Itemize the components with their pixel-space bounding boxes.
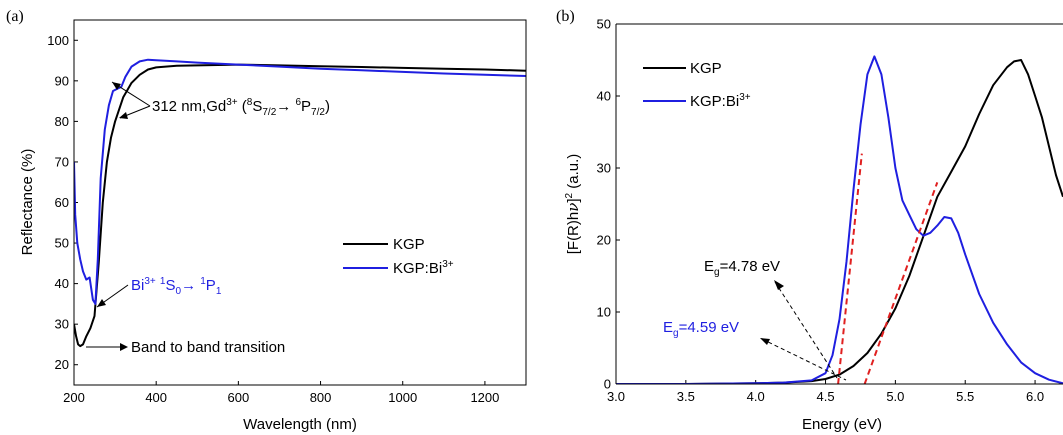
- panel-a-ticks: 200 400 600 800 1000 1200 20 30 40 50 60 70 80 90 100: [47, 33, 499, 405]
- panel-b-xlabel: Energy (eV): [802, 416, 882, 433]
- legend-b-kgpbi-label: KGP:Bi3+: [690, 92, 751, 110]
- x-tick-label: 3.0: [607, 389, 625, 404]
- annotation-bi: Bi3+ 1S0→ 1P1: [96, 276, 222, 308]
- panel-a-ylabel: Reflectance (%): [19, 149, 36, 256]
- band-annotation-text: Band to band transition: [131, 339, 285, 356]
- fit-line-bi: [837, 153, 863, 385]
- eg-kgp-arrowhead: [774, 280, 784, 290]
- annotation-eg-kgp: Eg=4.78 eV: [704, 258, 838, 379]
- x-tick-label: 200: [63, 390, 85, 405]
- y-tick-label: 10: [597, 305, 611, 320]
- y-tick-label: 20: [55, 357, 69, 372]
- y-tick-label: 40: [597, 89, 611, 104]
- panel-b-ticks: 3.0 3.5 4.0 4.5 5.0 5.5 6.0 0 10 20 30 40 50: [597, 17, 1045, 405]
- x-tick-label: 6.0: [1026, 389, 1044, 404]
- x-tick-label: 4.0: [747, 389, 765, 404]
- series-line-kgp: [616, 59, 1063, 384]
- panel-b-series: [616, 55, 1063, 385]
- x-tick-label: 400: [145, 390, 167, 405]
- y-tick-label: 40: [55, 276, 69, 291]
- y-tick-label: 50: [55, 236, 69, 251]
- y-tick-label: 0: [604, 377, 611, 392]
- x-tick-label: 3.5: [677, 389, 695, 404]
- panel-b-ylabel: [F(R)hν]2 (a.u.): [564, 154, 582, 255]
- panel-a-label: (a): [6, 8, 24, 25]
- panel-b: (b) 3.0 3.5 4.0 4.5 5.0 5.5 6.0 0 10 20 30 40 50 Eg=…: [556, 8, 1063, 433]
- x-tick-label: 5.0: [886, 389, 904, 404]
- legend-kgp-label: KGP: [393, 236, 425, 253]
- gd-arrowhead-1: [112, 82, 121, 90]
- annotation-band: Band to band transition: [86, 339, 285, 356]
- y-tick-label: 70: [55, 154, 69, 169]
- bi-arrowhead: [97, 299, 106, 307]
- series-line-kgp-bi: [616, 55, 1063, 384]
- x-tick-label: 4.5: [816, 389, 834, 404]
- x-tick-label: 1200: [470, 390, 499, 405]
- eg-kgp-text: Eg=4.78 eV: [704, 258, 780, 278]
- legend-kgpbi-label: KGP:Bi3+: [393, 259, 454, 277]
- x-tick-label: 1000: [388, 390, 417, 405]
- y-tick-label: 60: [55, 195, 69, 210]
- x-tick-label: 5.5: [956, 389, 974, 404]
- y-tick-label: 30: [55, 317, 69, 332]
- eg-bi-arrowhead: [760, 338, 770, 345]
- series-line-kgp: [74, 63, 526, 348]
- fit-line-kgp: [863, 182, 939, 385]
- panel-b-label: (b): [556, 8, 575, 25]
- bi-annotation-text: Bi3+ 1S0→ 1P1: [131, 276, 222, 297]
- gd-annotation-text: 312 nm,Gd3+ (8S7/2→ 6P7/2): [152, 97, 330, 118]
- annotation-eg-bi: Eg=4.59 eV: [663, 319, 847, 381]
- annotation-gd: 312 nm,Gd3+ (8S7/2→ 6P7/2): [111, 81, 330, 119]
- panel-a: (a) 200 400 600 800 1000 1200 20 30 40 50 60 70 80 90…: [6, 8, 527, 433]
- panel-a-xlabel: Wavelength (nm): [243, 416, 357, 433]
- y-tick-label: 100: [47, 33, 69, 48]
- eg-bi-arrow-line: [761, 338, 847, 381]
- x-tick-label: 800: [310, 390, 332, 405]
- y-tick-label: 30: [597, 161, 611, 176]
- series-line-kgp-bi: [74, 58, 526, 305]
- x-tick-label: 600: [228, 390, 250, 405]
- legend-b-kgp-label: KGP: [690, 60, 722, 77]
- eg-bi-text: Eg=4.59 eV: [663, 319, 739, 339]
- band-arrowhead: [120, 343, 128, 351]
- y-tick-label: 50: [597, 17, 611, 32]
- y-tick-label: 20: [597, 233, 611, 248]
- panel-b-legend: KGP KGP:Bi3+: [643, 60, 751, 110]
- y-tick-label: 80: [55, 114, 69, 129]
- y-tick-label: 90: [55, 73, 69, 88]
- panel-a-legend: KGP KGP:Bi3+: [343, 236, 454, 277]
- panel-a-series: [74, 58, 526, 348]
- gd-arrowhead-2: [119, 112, 128, 119]
- panel-a-frame: [73, 19, 527, 386]
- eg-kgp-arrow-line: [774, 281, 838, 379]
